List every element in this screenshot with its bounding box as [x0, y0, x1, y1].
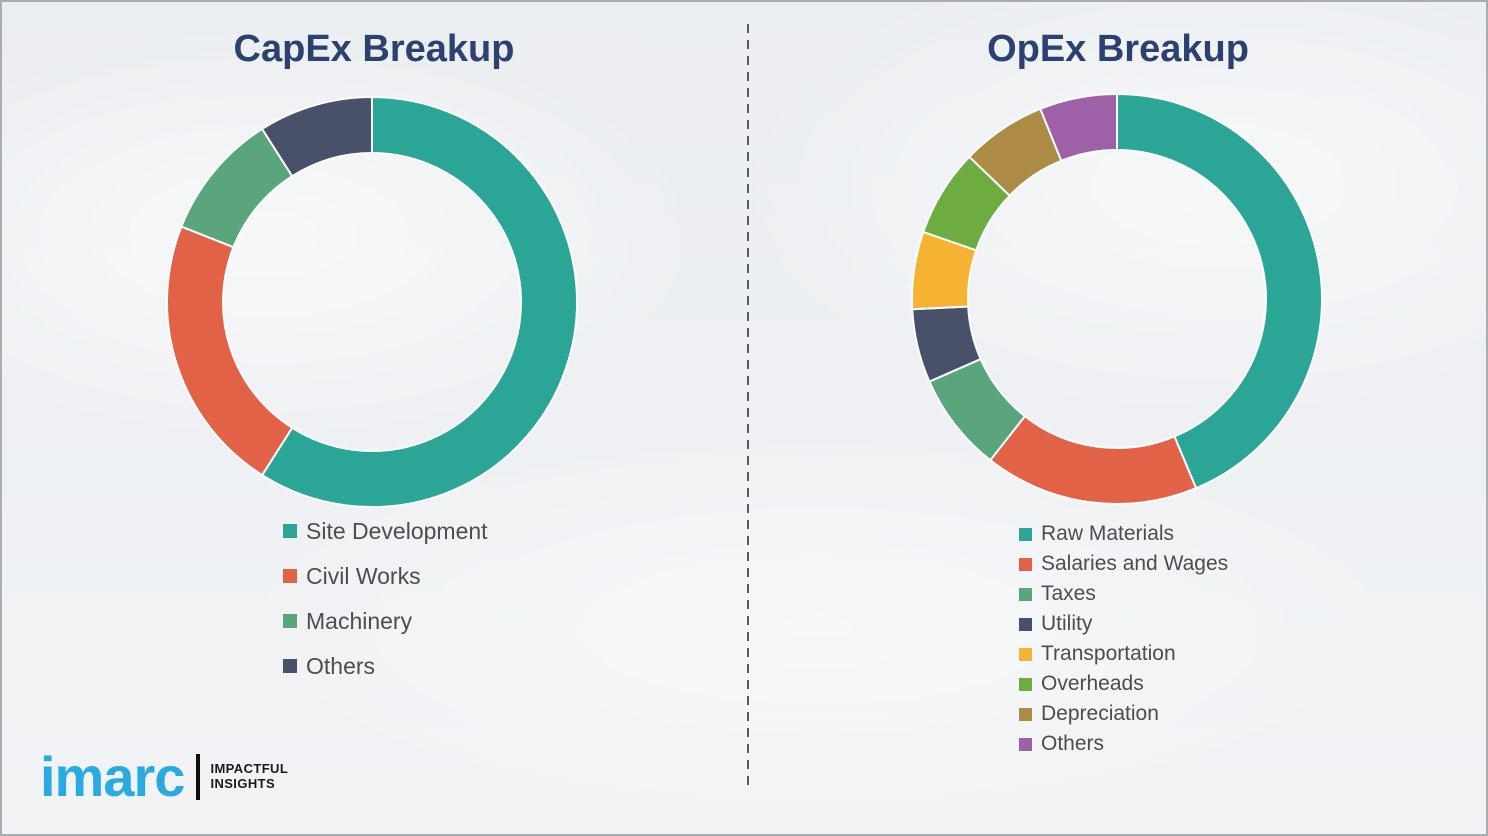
opex-donut-chart [911, 93, 1323, 505]
legend-label: Others [1041, 732, 1105, 755]
legend-swatch [283, 524, 297, 538]
legend-item-civil-works: Civil Works [283, 562, 488, 589]
legend-label: Taxes [1041, 582, 1096, 605]
opex-panel: OpEx Breakup [746, 2, 1486, 834]
tagline-line1: IMPACTFUL [210, 760, 289, 776]
donut-segment-others [1039, 93, 1118, 162]
donut-segment-others [261, 96, 373, 178]
legend-item-others: Others [283, 652, 488, 679]
legend-swatch [1019, 587, 1032, 601]
legend-swatch [1019, 617, 1032, 631]
legend-swatch [283, 569, 297, 583]
legend-label: Others [306, 652, 376, 679]
donut-segment-salaries-and-wages [989, 415, 1198, 505]
opex-title: OpEx Breakup [987, 28, 1249, 70]
legend-swatch [1019, 737, 1032, 751]
legend-swatch [1019, 677, 1032, 691]
donut-segment-civil-works [166, 225, 294, 477]
tagline-line2: INSIGHTS [210, 775, 276, 791]
opex-legend: Raw Materials Salaries and Wages Taxes Util… [1019, 522, 1228, 762]
imarc-logo: imarc IMPACTFUL INSIGHTS [40, 744, 289, 808]
legend-label: Raw Materials [1041, 522, 1175, 545]
legend-item-raw-materials: Raw Materials [1019, 522, 1228, 546]
legend-item-site-development: Site Development [283, 517, 488, 544]
legend-swatch [1019, 647, 1032, 661]
legend-item-overheads: Overheads [1019, 672, 1228, 696]
logo-tagline: IMPACTFUL INSIGHTS [210, 760, 289, 792]
legend-swatch [1019, 557, 1032, 571]
imarc-logo-text: imarc [40, 744, 185, 808]
legend-swatch [283, 614, 297, 628]
legend-label: Site Development [306, 517, 488, 544]
legend-label: Transportation [1041, 642, 1176, 665]
legend-item-salaries-and-wages: Salaries and Wages [1019, 552, 1228, 576]
capex-legend: Site Development Civil Works Machinery Othe… [283, 517, 488, 699]
legend-label: Salaries and Wages [1041, 552, 1229, 575]
logo-divider-bar [196, 753, 201, 800]
legend-swatch [1019, 527, 1032, 541]
legend-item-taxes: Taxes [1019, 582, 1228, 606]
legend-label: Machinery [306, 607, 413, 634]
legend-swatch [283, 659, 297, 673]
donut-segment-raw-materials [1116, 93, 1323, 490]
legend-label: Overheads [1041, 672, 1144, 695]
legend-label: Depreciation [1041, 702, 1159, 725]
legend-swatch [1019, 707, 1032, 721]
donut-segment-site-development [261, 96, 578, 508]
legend-label: Civil Works [306, 562, 421, 589]
capex-donut-chart [166, 96, 578, 508]
legend-label: Utility [1041, 612, 1093, 635]
legend-item-others: Others [1019, 732, 1228, 756]
legend-item-machinery: Machinery [283, 607, 488, 634]
legend-item-transportation: Transportation [1019, 642, 1228, 666]
capex-panel: CapEx Breakup [2, 2, 746, 834]
legend-item-utility: Utility [1019, 612, 1228, 636]
capex-title: CapEx Breakup [233, 28, 515, 70]
panel-divider-dashed-line [747, 24, 749, 792]
legend-item-depreciation: Depreciation [1019, 702, 1228, 726]
